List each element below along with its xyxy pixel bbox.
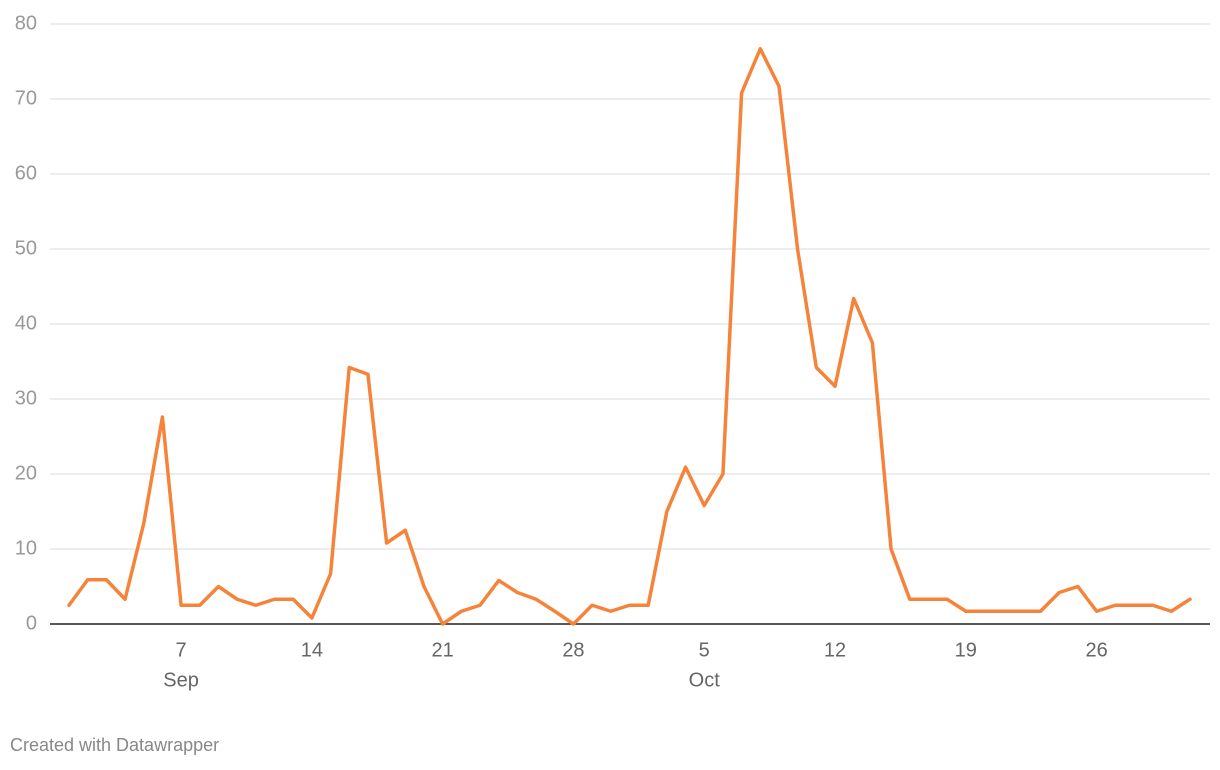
- y-tick-label: 60: [15, 162, 37, 184]
- credit: Created with Datawrapper: [10, 735, 219, 755]
- x-tick-label: 26: [1085, 639, 1107, 661]
- x-tick-label: 5: [699, 639, 710, 661]
- data-line: [67, 47, 1192, 626]
- y-tick-label: 70: [15, 87, 37, 109]
- x-tick-label: 28: [562, 639, 584, 661]
- y-tick-label: 30: [15, 387, 37, 409]
- y-tick-label: 20: [15, 462, 37, 484]
- y-tick-label: 40: [15, 312, 37, 334]
- y-tick-label: 0: [26, 612, 37, 634]
- x-tick-label: 12: [824, 639, 846, 661]
- x-tick-label: 7: [176, 639, 187, 661]
- y-tick-label: 50: [15, 237, 37, 259]
- month-label: Sep: [163, 669, 199, 691]
- x-tick-label: 19: [955, 639, 977, 661]
- y-tick-label: 10: [15, 537, 37, 559]
- month-label: Oct: [689, 669, 721, 691]
- y-tick-label: 80: [15, 12, 37, 34]
- x-tick-label: 21: [432, 639, 454, 661]
- x-tick-label: 14: [301, 639, 323, 661]
